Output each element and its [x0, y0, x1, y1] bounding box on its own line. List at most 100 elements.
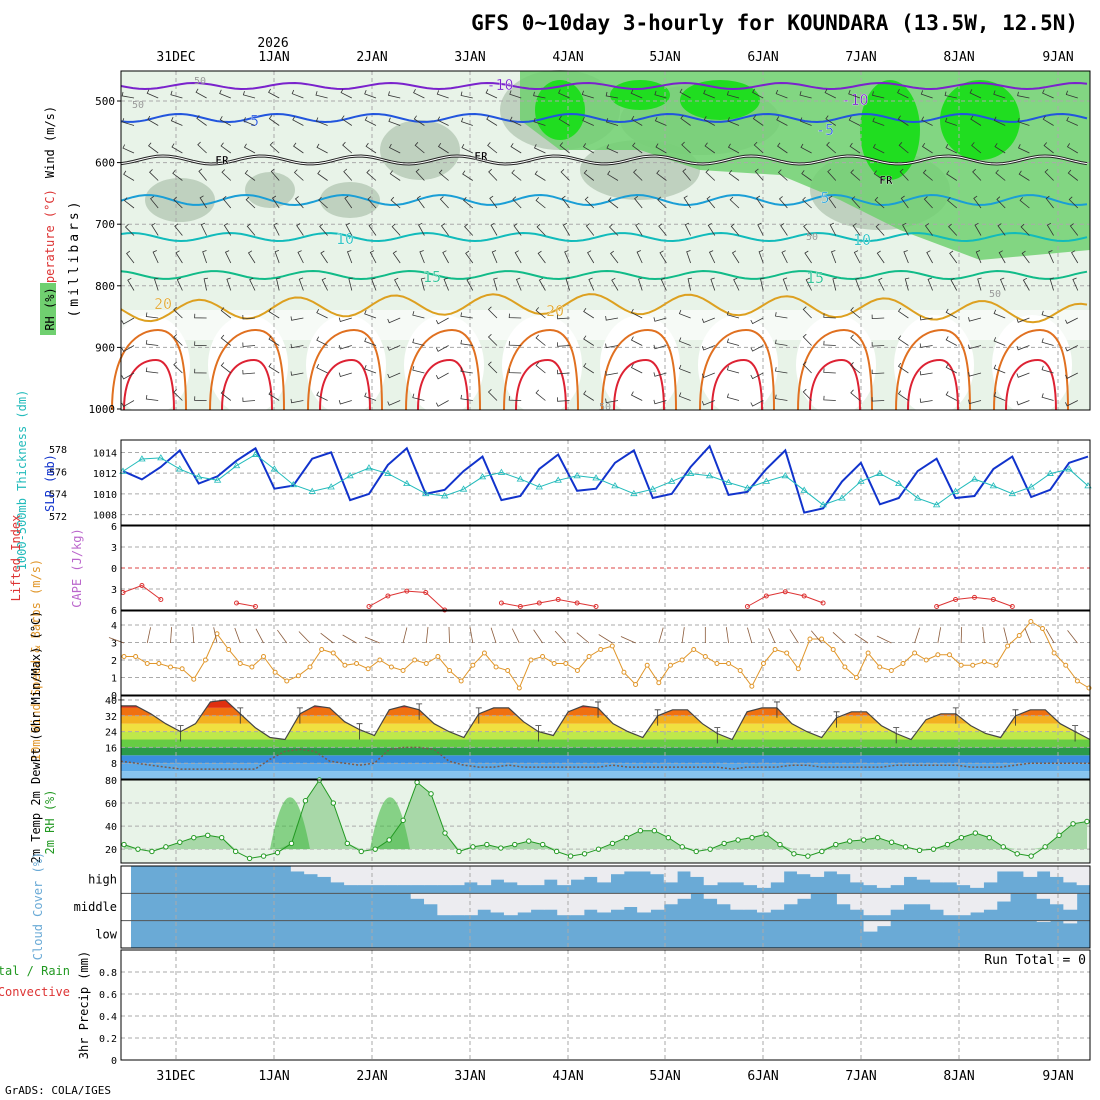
wind-speed-point [1074, 678, 1080, 684]
wind-barb [855, 277, 861, 291]
cloud-clear-cell [943, 893, 958, 916]
panel-frame [120, 779, 1091, 864]
wind-speed-point [1051, 650, 1057, 656]
wind-barb [173, 334, 183, 346]
wind-barb [438, 169, 449, 181]
wind-barb [683, 195, 691, 209]
cloud-clear-cell [863, 920, 878, 932]
rh-point [163, 844, 169, 850]
wind-barb [296, 223, 304, 236]
wind-barb [874, 196, 885, 209]
wind-barb [514, 250, 522, 264]
wind-tick-label: 4 [111, 621, 117, 632]
wind-barb [290, 316, 304, 321]
wind-barb [799, 91, 812, 99]
rh-contour-label: 50 [989, 289, 1001, 300]
wind-barb [1066, 143, 1079, 154]
wind-barb [830, 250, 837, 264]
wind-barb [564, 250, 570, 264]
wind-speed-point [830, 647, 836, 652]
thickness-point [251, 450, 260, 457]
thickness-point [554, 476, 562, 483]
wind-barb [636, 250, 643, 264]
y-tick-label: 600 [95, 157, 115, 170]
wind-barb [871, 342, 885, 347]
cloud-clear-cell [597, 893, 611, 913]
wind-barb [998, 250, 1006, 264]
wind-barb [899, 168, 909, 181]
wind-barb [533, 91, 546, 99]
thickness-point [838, 494, 846, 501]
wind-speed-point [772, 647, 778, 652]
cloud-clear-cell [943, 866, 958, 883]
bottom-date-label: 6JAN [747, 1069, 778, 1084]
wind-barb [922, 169, 933, 181]
thickness-point [346, 472, 354, 479]
wind-barb [873, 170, 885, 181]
isotherm-label: -10 [486, 76, 513, 94]
wind-barb [733, 277, 740, 291]
isotherm-label: 20 [546, 302, 564, 320]
wind-barb [654, 117, 667, 126]
wind-speed-point [435, 654, 441, 659]
cloud-clear-cell [450, 866, 465, 886]
isotherm-25-loop [699, 328, 775, 411]
wind-barb [391, 223, 401, 236]
cloud-clear-cell [850, 893, 865, 910]
cloud-clear-cell [410, 893, 425, 899]
wind-barb [487, 142, 498, 154]
minmax-whisker [356, 723, 363, 740]
wind-barb [927, 277, 933, 291]
isotherm-25-loop [405, 328, 481, 411]
wind-barb [561, 195, 570, 209]
wind-barb [147, 115, 159, 126]
rh-point [1070, 821, 1076, 827]
minmax-whisker [952, 707, 959, 724]
slp-tick-label: 1012 [93, 469, 117, 480]
wind-barb [659, 250, 667, 264]
wind-barb [657, 196, 667, 209]
cloud-clear-cell [424, 866, 438, 886]
wind-barb [145, 394, 159, 401]
wind-barb [387, 400, 401, 406]
panel-frame [120, 525, 1091, 611]
wind-tick-label: 1 [111, 674, 117, 685]
wind-barb [969, 89, 982, 99]
wind-barb [173, 361, 183, 374]
wind-speed-point [226, 647, 232, 652]
wind-barb [490, 222, 498, 236]
wind-speed-point [551, 661, 557, 666]
upper-wind-barbs [121, 88, 1079, 408]
thickness-point [951, 487, 960, 494]
cloud-clear-cell [463, 893, 478, 916]
wind-barb [412, 311, 425, 319]
cloud-clear-cell [530, 866, 545, 886]
rh-saturated-patch [535, 80, 585, 140]
cloud-clear-cell [730, 866, 745, 883]
rh-point [819, 848, 825, 855]
cloud-clear-cell [1050, 893, 1064, 905]
bottom-date-label: 9JAN [1042, 1069, 1073, 1084]
isotherm-25-loop [307, 328, 383, 411]
wind-barb [297, 250, 304, 264]
surface-wind-barb [364, 636, 380, 644]
minmax-whisker [416, 703, 423, 720]
cloud-plot: high middle low [74, 865, 1091, 949]
wind-barb [198, 168, 207, 181]
wind-barb [123, 197, 135, 209]
rh-peak-fill [270, 797, 310, 850]
rh-point [1014, 851, 1020, 857]
wind-barb [872, 117, 885, 126]
wind-barb [968, 372, 982, 377]
wind-speed-point [1028, 619, 1034, 624]
thickness-point [592, 474, 600, 481]
wind-barb [605, 398, 619, 404]
rh-point [888, 839, 895, 845]
wind-barb [948, 223, 958, 236]
rh-contour-label: 50 [806, 232, 818, 243]
wind-barb [726, 338, 740, 346]
wind-barb [268, 308, 280, 319]
surface-wind-barb [725, 627, 729, 644]
wind-barb [565, 277, 571, 291]
wind-barb [170, 117, 183, 126]
